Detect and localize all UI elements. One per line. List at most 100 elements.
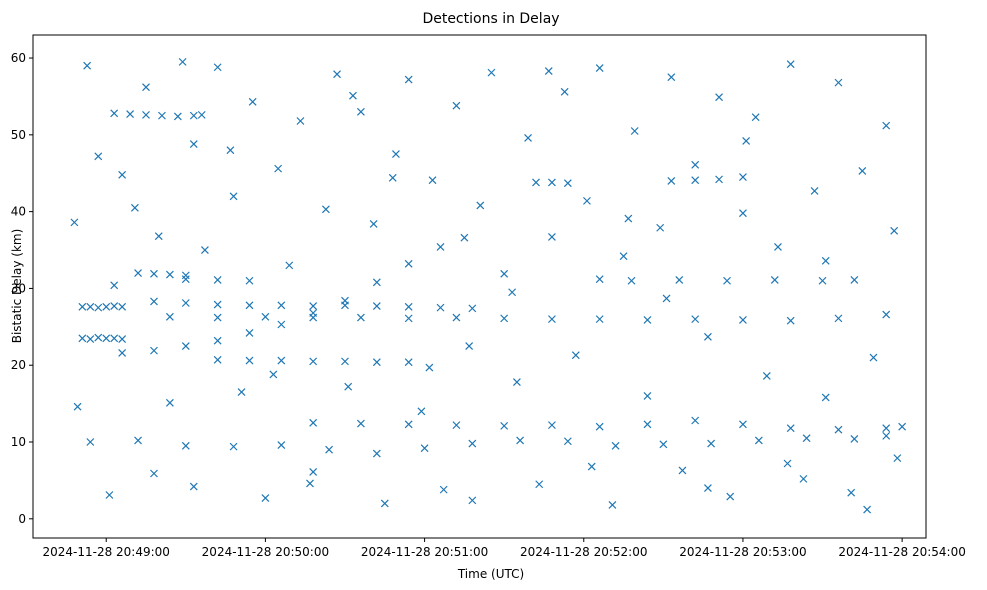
data-point	[105, 491, 114, 499]
data-point	[325, 445, 333, 454]
data-point	[662, 294, 671, 303]
data-point	[229, 192, 238, 201]
data-point	[420, 444, 429, 453]
series-track-23.5	[78, 333, 127, 344]
data-point	[158, 111, 166, 120]
data-point	[691, 176, 700, 185]
data-point	[274, 164, 283, 173]
data-point	[333, 70, 341, 79]
data-point	[834, 78, 843, 87]
data-point	[309, 468, 318, 476]
data-point	[643, 392, 652, 400]
data-point	[261, 494, 270, 502]
data-point	[245, 356, 254, 365]
data-point	[560, 87, 569, 96]
data-point	[277, 441, 286, 450]
data-point	[344, 382, 353, 391]
data-point	[356, 313, 365, 322]
data-point	[404, 358, 413, 367]
data-point	[237, 388, 246, 397]
data-point	[165, 270, 174, 279]
data-point	[83, 61, 92, 70]
data-point	[213, 313, 222, 322]
data-point	[341, 357, 349, 366]
data-point	[487, 68, 496, 77]
data-point	[110, 302, 119, 311]
data-point	[898, 422, 907, 431]
data-point	[372, 358, 381, 367]
data-point	[524, 133, 532, 142]
data-point	[165, 398, 174, 407]
data-point	[858, 167, 867, 175]
data-point	[783, 459, 792, 468]
data-point	[248, 97, 257, 106]
data-point	[548, 421, 556, 430]
data-point	[309, 418, 318, 427]
data-point	[229, 442, 238, 451]
data-point	[245, 276, 254, 285]
data-point	[532, 178, 540, 187]
data-point	[882, 121, 891, 130]
data-point	[118, 335, 127, 344]
x-tick-label: 2024-11-28 20:53:00	[679, 545, 806, 559]
data-point	[544, 67, 553, 76]
data-point	[94, 333, 103, 342]
data-point	[834, 425, 843, 434]
data-point	[86, 438, 95, 446]
data-point	[150, 269, 158, 278]
data-point	[508, 288, 517, 297]
data-point	[388, 173, 397, 182]
data-point	[703, 332, 712, 341]
data-point	[356, 419, 365, 428]
x-axis-label: Time (UTC)	[457, 567, 524, 581]
data-point	[404, 75, 413, 84]
data-point	[739, 209, 747, 218]
data-point	[850, 435, 859, 443]
data-point	[882, 310, 891, 319]
data-point	[770, 276, 779, 284]
series-track-44	[667, 173, 747, 185]
data-point	[73, 402, 82, 411]
data-point	[643, 420, 652, 429]
y-tick-label: 50	[11, 128, 26, 142]
data-point	[834, 314, 843, 323]
data-point	[428, 176, 437, 185]
series-track-43.8	[532, 178, 572, 188]
data-point	[893, 454, 902, 463]
y-tick-label: 30	[11, 281, 26, 295]
data-point	[309, 313, 318, 322]
data-point	[535, 480, 544, 489]
data-point	[309, 302, 318, 311]
data-point	[130, 203, 139, 212]
data-point	[821, 393, 830, 402]
data-point	[213, 276, 222, 284]
data-point	[786, 424, 795, 433]
data-point	[762, 372, 771, 380]
data-point	[630, 127, 639, 135]
data-point	[850, 276, 859, 284]
x-tick-label: 2024-11-28 20:50:00	[202, 545, 329, 559]
data-point	[571, 351, 580, 360]
data-point	[726, 492, 735, 501]
series-scattered	[70, 57, 902, 514]
data-point	[118, 302, 127, 311]
data-point	[624, 214, 633, 223]
data-point	[821, 256, 830, 265]
data-point	[165, 312, 174, 321]
data-point	[118, 349, 127, 357]
data-point	[306, 479, 314, 488]
data-point	[723, 276, 731, 285]
data-point	[500, 269, 509, 278]
series-track-27	[78, 302, 127, 312]
data-point	[436, 243, 445, 251]
data-point	[563, 437, 572, 446]
data-point	[173, 112, 182, 121]
data-point	[587, 462, 596, 471]
data-point	[70, 218, 79, 227]
data-point	[213, 336, 222, 345]
data-point	[627, 276, 636, 285]
data-point	[200, 246, 209, 254]
data-point	[178, 57, 187, 66]
data-point	[78, 334, 87, 343]
x-tick-label: 2024-11-28 20:49:00	[42, 545, 169, 559]
